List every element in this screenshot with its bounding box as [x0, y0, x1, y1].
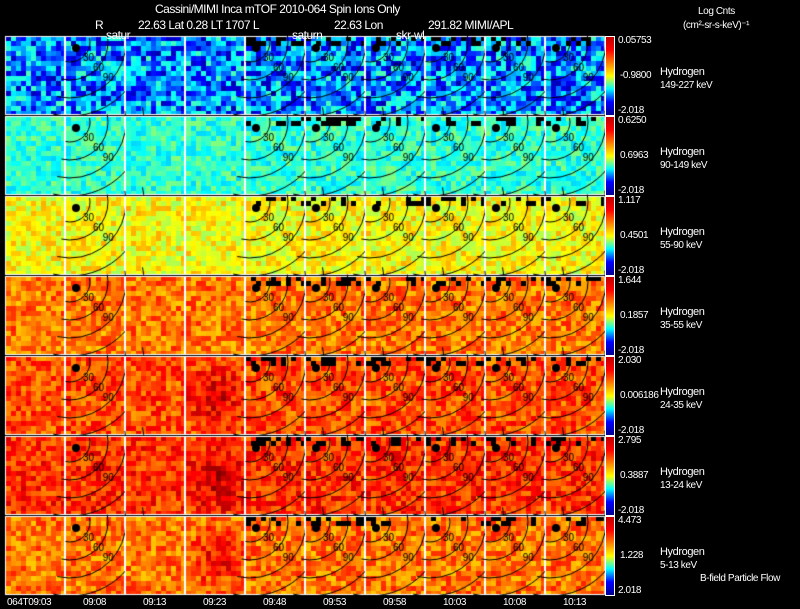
colorbar-min: -2.018: [618, 265, 644, 276]
colorbar-max: 0.05753: [618, 35, 652, 46]
units-sub: (cm²-sr-s-keV)⁻¹: [683, 20, 750, 31]
species-label: Hydrogen: [660, 146, 705, 158]
colorbar-mid: 0.4501: [620, 230, 649, 241]
panel-label-saturn-1: satur: [106, 28, 131, 42]
colorbar-mid: 0.006186: [620, 390, 659, 401]
colorbar-min: -2.018: [618, 185, 644, 196]
colorbar: [605, 356, 615, 436]
panel-label-saturn-2: saturn: [292, 28, 323, 42]
colorbar-max: 1.644: [618, 275, 642, 286]
colorbar: [605, 436, 615, 516]
energy-label: 13-24 keV: [660, 480, 702, 491]
time-label: 09:48: [263, 597, 287, 608]
footer-label: B-field Particle Flow: [700, 573, 780, 584]
time-label: 10:13: [563, 597, 587, 608]
colorbar-min: -2.018: [618, 425, 644, 436]
colorbar-max: 1.117: [618, 195, 641, 206]
colorbar-min: 2.018: [618, 585, 642, 596]
species-label: Hydrogen: [660, 306, 705, 318]
energy-label: 55-90 keV: [660, 240, 702, 251]
time-label: 09:08: [83, 597, 107, 608]
panel-label-skr: skr-wl: [396, 28, 425, 42]
time-label: 064T09:03: [7, 597, 52, 608]
energy-label: 149-227 keV: [660, 80, 713, 91]
time-label: 09:13: [143, 597, 167, 608]
time-label: 09:58: [383, 597, 407, 608]
colorbar: [605, 116, 615, 196]
colorbar-max: 2.030: [618, 355, 642, 366]
colorbar-min: -2.018: [618, 505, 644, 516]
colorbar-max: 4.473: [618, 515, 642, 526]
species-label: Hydrogen: [660, 466, 705, 478]
colorbar-mid: -0.9800: [620, 70, 652, 81]
colorbar-min: -2.018: [618, 345, 644, 356]
species-label: Hydrogen: [660, 226, 705, 238]
lon-label: 22.63 Lon: [334, 18, 383, 32]
colorbar: [605, 36, 615, 116]
colorbar-mid: 0.3887: [620, 470, 649, 481]
colorbar: [605, 276, 615, 356]
species-label: Hydrogen: [660, 66, 705, 78]
lon-value: 291.82 MIMI/APL: [428, 18, 514, 32]
colorbar-mid: 1.228: [620, 550, 644, 561]
title: Cassini/MIMI Inca mTOF 2010-064 Spin Ion…: [155, 2, 400, 16]
time-label: 10:08: [503, 597, 527, 608]
position-info: 22.63 Lat 0.28 LT 1707 L: [138, 18, 260, 32]
species-label: Hydrogen: [660, 386, 705, 398]
energy-label: 24-35 keV: [660, 400, 702, 411]
r-label: R: [95, 18, 104, 32]
units-label: Log Cnts: [698, 6, 735, 17]
colorbar-max: 2.795: [618, 435, 642, 446]
time-label: 09:23: [203, 597, 227, 608]
colorbar-mid: 0.6963: [620, 150, 649, 161]
energy-label: 90-149 keV: [660, 160, 708, 171]
colorbar: [605, 196, 615, 276]
colorbar-min: -2.018: [618, 105, 644, 116]
energy-label: 35-55 keV: [660, 320, 702, 331]
species-label: Hydrogen: [660, 546, 705, 558]
colorbar-max: 0.6250: [618, 115, 647, 126]
energy-label: 5-13 keV: [660, 560, 697, 571]
time-label: 09:53: [323, 597, 347, 608]
colorbar-mid: 0.1857: [620, 310, 649, 321]
colorbar: [605, 516, 615, 596]
time-label: 10:03: [443, 597, 467, 608]
